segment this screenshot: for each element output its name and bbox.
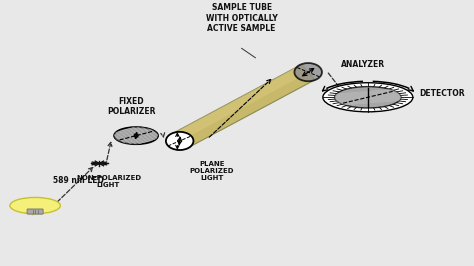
Text: PLANE
POLARIZED
LIGHT: PLANE POLARIZED LIGHT: [190, 161, 234, 181]
Ellipse shape: [335, 87, 401, 108]
Text: NON-POLARIZED
LIGHT: NON-POLARIZED LIGHT: [76, 175, 141, 188]
Ellipse shape: [294, 63, 322, 81]
Text: FIXED
POLARIZER: FIXED POLARIZER: [107, 97, 156, 117]
Ellipse shape: [323, 83, 413, 112]
Polygon shape: [173, 65, 315, 148]
Ellipse shape: [10, 197, 60, 214]
Text: 589 nm LED: 589 nm LED: [54, 176, 104, 185]
Text: DETECTOR: DETECTOR: [419, 89, 465, 98]
Ellipse shape: [114, 127, 158, 144]
FancyBboxPatch shape: [27, 209, 43, 214]
Ellipse shape: [166, 132, 193, 150]
Text: SAMPLE TUBE
WITH OPTICALLY
ACTIVE SAMPLE: SAMPLE TUBE WITH OPTICALLY ACTIVE SAMPLE: [206, 3, 277, 33]
Text: ANALYZER: ANALYZER: [341, 60, 385, 69]
Polygon shape: [173, 65, 309, 141]
